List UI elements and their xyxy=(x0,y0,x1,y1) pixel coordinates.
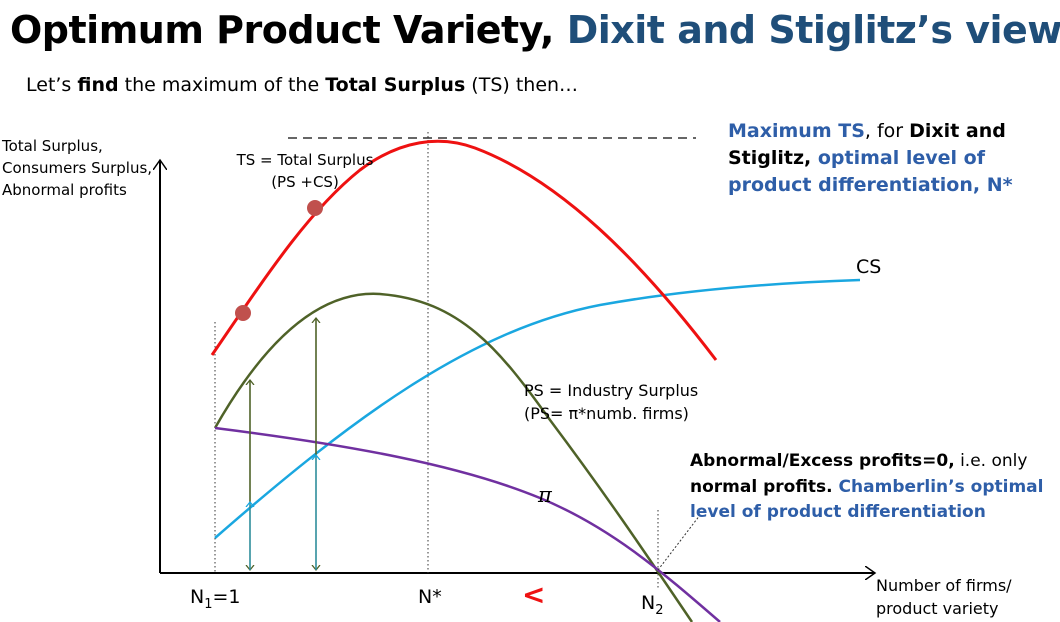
slide-subtitle: Let’s find the maximum of the Total Surp… xyxy=(26,74,578,96)
less-than-sign: < xyxy=(522,578,546,611)
chamberlin-leader-line xyxy=(657,514,701,571)
pi-label: π xyxy=(538,483,552,507)
subtitle-text-5: (TS) then… xyxy=(465,74,579,96)
subtitle-text-1: Let’s xyxy=(26,74,78,96)
slide-title: Optimum Product Variety, Dixit and Stigl… xyxy=(10,8,1060,52)
x-axis-label-line-2: product variety xyxy=(876,599,999,619)
chamberlin-callout-c: normal profits. xyxy=(690,476,833,497)
x-axis-label-line-1: Number of firms/ xyxy=(876,576,1012,595)
n2-tick-label: N2 xyxy=(641,592,664,618)
dixit-callout-d: optimal level of product differentiation… xyxy=(728,146,1013,196)
y-axis-label-line-1: Total Surplus, xyxy=(2,137,103,155)
title-part-2: Dixit and Stiglitz’s view xyxy=(566,8,1060,52)
ps-curve xyxy=(213,292,694,622)
ps-label-line-2: (PS= π*numb. firms) xyxy=(524,404,689,424)
chamberlin-callout-b: i.e. only xyxy=(954,451,1028,471)
subtitle-text-3: the maximum of the xyxy=(118,74,326,96)
y-axis-label: Total Surplus, Consumers Surplus, Abnorm… xyxy=(2,136,152,201)
cs-curve xyxy=(214,278,861,539)
ts-point-1 xyxy=(235,305,251,321)
n1-subscript: 1 xyxy=(204,596,213,612)
subtitle-text-4: Total Surplus xyxy=(325,74,466,96)
dixit-stiglitz-callout: Maximum TS, for Dixit and Stiglitz, opti… xyxy=(728,118,1043,199)
chamberlin-callout-d: Chamberlin’s optimal level of product di… xyxy=(690,476,1044,523)
ps-label: PS = Industry Surplus (PS= π*numb. firms… xyxy=(524,379,698,425)
dixit-callout-a: Maximum TS xyxy=(728,120,865,142)
ts-curve xyxy=(210,139,718,361)
n2-base: N xyxy=(641,592,656,614)
ts-label-line-1: TS = Total Surplus xyxy=(236,151,374,169)
chamberlin-callout: Abnormal/Excess profits=0, i.e. only nor… xyxy=(690,449,1060,526)
dixit-callout-b: , for xyxy=(864,120,910,142)
dixit-callout-c: Dixit and Stiglitz, xyxy=(728,120,1006,169)
ps-label-line-1: PS = Industry Surplus xyxy=(524,381,699,400)
n1-tick-label: N1=1 xyxy=(190,586,241,612)
n2-subscript: 2 xyxy=(655,602,664,618)
y-axis-label-line-2: Consumers Surplus, xyxy=(2,158,153,177)
n1-base: N xyxy=(190,586,205,608)
subtitle-text-2: find xyxy=(77,74,119,96)
ts-label-line-2: (PS +CS) xyxy=(271,172,339,191)
cs-label: CS xyxy=(856,256,882,278)
n1-rest: =1 xyxy=(212,586,241,608)
nstar-tick-label: N* xyxy=(418,586,442,608)
title-part-1: Optimum Product Variety, xyxy=(10,8,567,52)
ts-point-2 xyxy=(307,200,323,216)
chamberlin-callout-a: Abnormal/Excess profits=0, xyxy=(690,451,955,471)
ts-label: TS = Total Surplus (PS +CS) xyxy=(230,150,380,194)
x-axis-label: Number of firms/ product variety xyxy=(876,574,1012,620)
y-axis-label-line-3: Abnormal profits xyxy=(2,180,127,199)
